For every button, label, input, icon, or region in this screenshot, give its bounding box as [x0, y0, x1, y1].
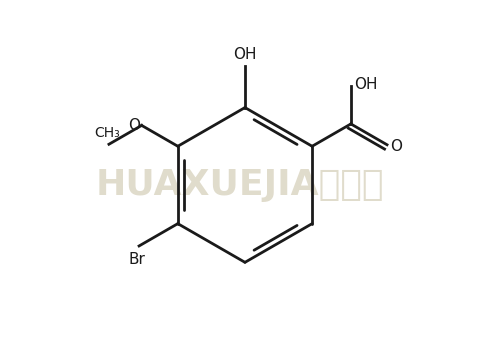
Text: OH: OH — [354, 77, 377, 92]
Text: CH₃: CH₃ — [94, 126, 120, 140]
Text: HUAXUEJIA化学加: HUAXUEJIA化学加 — [96, 168, 384, 202]
Text: O: O — [390, 139, 402, 154]
Text: O: O — [128, 118, 140, 133]
Text: Br: Br — [129, 252, 145, 267]
Text: OH: OH — [233, 47, 257, 62]
